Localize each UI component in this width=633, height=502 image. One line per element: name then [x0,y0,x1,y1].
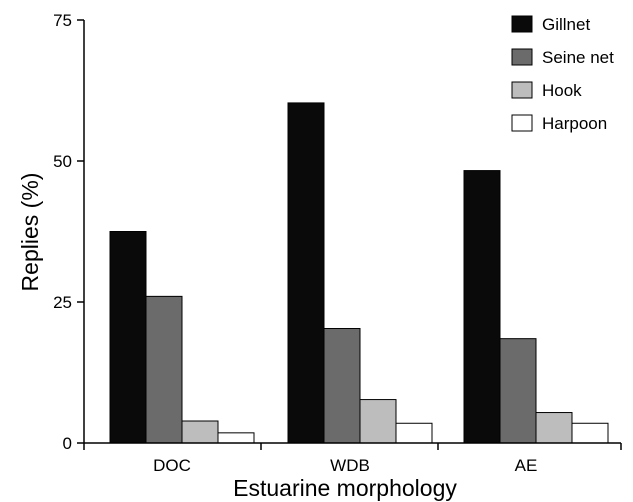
bar-doc-hook [181,420,219,444]
bar-wdb-seine-net [323,328,361,444]
legend: Gillnet Seine net Hook Harpoon [511,15,614,133]
bars-group [109,102,609,444]
legend-swatch-gillnet [511,15,533,33]
legend-swatch-hook [511,81,533,99]
legend-swatch-seine-net [511,48,533,66]
legend-label-hook: Hook [542,81,582,100]
legend-label-seine-net: Seine net [542,48,614,67]
y-axis-title: Replies (%) [17,173,43,292]
bar-ae-harpoon [571,422,609,444]
x-axis-title: Estuarine morphology [233,475,457,501]
bar-wdb-harpoon [395,422,433,444]
legend-swatch-harpoon [511,114,533,132]
x-tick-label: DOC [153,456,191,475]
legend-label-harpoon: Harpoon [542,114,607,133]
y-tick-label: 75 [53,11,72,30]
y-ticks-group: 0 25 50 75 [53,11,84,453]
x-ticks-group: DOC WDB AE [83,443,622,475]
y-tick-label: 0 [63,434,72,453]
y-tick-label: 25 [53,293,72,312]
y-tick-label: 50 [53,152,72,171]
x-tick-label: AE [515,456,538,475]
bar-ae-hook [535,412,573,444]
axes-group [83,20,621,444]
bar-doc-harpoon [217,432,255,444]
bar-doc-gillnet [109,231,147,444]
bar-wdb-hook [359,399,397,444]
bar-doc-seine-net [145,295,183,444]
bar-wdb-gillnet [287,102,325,444]
legend-label-gillnet: Gillnet [542,15,590,34]
bar-ae-gillnet [463,170,501,444]
bar-ae-seine-net [499,338,537,444]
x-tick-label: WDB [330,456,370,475]
